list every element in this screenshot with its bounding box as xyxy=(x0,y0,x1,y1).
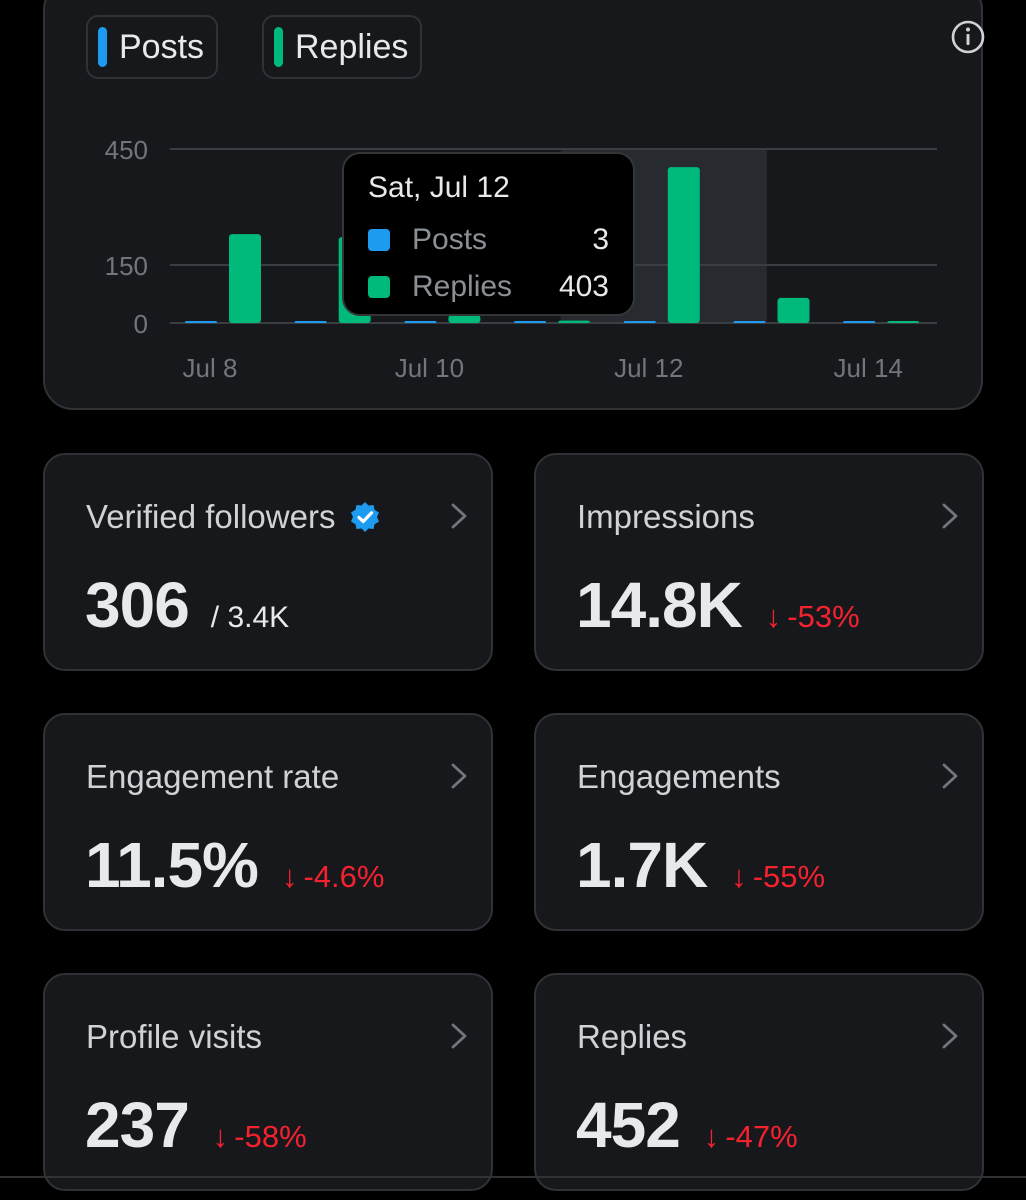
y-tick-label: 450 xyxy=(105,135,148,165)
impressions-change-value: -53% xyxy=(787,599,860,634)
impressions-value-row: 14.8K ↓ -53% xyxy=(576,568,860,642)
replies-value-row: 452 ↓ -47% xyxy=(576,1088,798,1162)
impressions-change: ↓ -53% xyxy=(766,599,860,635)
profile-visits-value: 237 xyxy=(85,1089,190,1161)
profile-visits-card[interactable]: Profile visits 237 ↓ -58% xyxy=(43,973,493,1191)
posts-bar xyxy=(514,321,547,323)
verified-followers-card[interactable]: Verified followers 306 / 3.4K xyxy=(43,453,493,671)
bottom-divider xyxy=(0,1176,1026,1178)
y-tick-label: 150 xyxy=(105,251,148,281)
tooltip-replies-swatch xyxy=(368,275,390,298)
posts-bar xyxy=(185,321,217,323)
replies-bar xyxy=(229,234,261,323)
x-tick-label: Jul 8 xyxy=(183,353,238,383)
posts-bar xyxy=(623,321,656,323)
tooltip-replies-row: Replies 403 xyxy=(368,263,609,310)
replies-change: ↓ -47% xyxy=(704,1119,798,1155)
replies-chip-label: Replies xyxy=(295,27,409,66)
verified-followers-title: Verified followers xyxy=(86,498,336,535)
replies-bar xyxy=(558,320,591,323)
posts-bar xyxy=(843,321,876,323)
posts-chip-label: Posts xyxy=(119,27,205,66)
engagements-change-value: -55% xyxy=(752,859,826,894)
engagement-rate-change-value: -4.6% xyxy=(303,859,385,894)
x-tick-label: Jul 10 xyxy=(395,353,464,383)
replies-bar xyxy=(887,321,920,323)
arrow-down-icon: ↓ xyxy=(212,1119,229,1154)
posts-color-swatch xyxy=(98,27,107,67)
verified-followers-value-row: 306 / 3.4K xyxy=(85,568,289,642)
arrow-down-icon: ↓ xyxy=(731,859,747,894)
replies-bar xyxy=(667,167,700,323)
engagements-value: 1.7K xyxy=(576,829,708,901)
impressions-card[interactable]: Impressions 14.8K ↓ -53% xyxy=(534,453,984,671)
engagement-rate-title: Engagement rate xyxy=(86,758,340,795)
engagements-value-row: 1.7K ↓ -55% xyxy=(576,828,825,902)
engagements-card[interactable]: Engagements 1.7K ↓ -55% xyxy=(534,713,984,931)
verified-badge-icon xyxy=(351,502,380,532)
profile-visits-change: ↓ -58% xyxy=(213,1119,307,1155)
posts-bar xyxy=(294,321,327,323)
verified-followers-title-row: Verified followers xyxy=(86,498,381,536)
replies-filter-chip[interactable]: Replies xyxy=(262,15,423,79)
replies-value: 452 xyxy=(576,1089,681,1161)
chevron-right-icon xyxy=(451,1023,467,1049)
total-followers-value: / 3.4K xyxy=(210,601,290,634)
posts-bar xyxy=(404,321,437,323)
verified-followers-value: 306 xyxy=(85,569,190,641)
profile-visits-change-value: -58% xyxy=(234,1119,307,1154)
activity-chart-card: Posts Replies xyxy=(43,0,986,410)
profile-visits-title: Profile visits xyxy=(86,1018,263,1055)
replies-change-value: -47% xyxy=(725,1119,798,1154)
engagements-change: ↓ -55% xyxy=(731,859,825,895)
chevron-right-icon xyxy=(942,763,958,789)
replies-title: Replies xyxy=(577,1018,688,1055)
replies-color-swatch xyxy=(274,27,283,67)
arrow-down-icon: ↓ xyxy=(703,1119,720,1154)
engagement-rate-value-row: 11.5% ↓ -4.6% xyxy=(85,828,384,902)
y-tick-label: 0 xyxy=(134,309,148,339)
tooltip-replies-value: 403 xyxy=(558,269,609,303)
posts-filter-chip[interactable]: Posts xyxy=(86,15,219,79)
tooltip-posts-swatch xyxy=(368,228,390,251)
arrow-down-icon: ↓ xyxy=(765,599,782,634)
engagements-title: Engagements xyxy=(577,758,781,795)
replies-bar xyxy=(777,297,810,323)
impressions-title: Impressions xyxy=(577,498,755,535)
chevron-right-icon xyxy=(942,1023,958,1049)
tooltip-posts-value: 3 xyxy=(592,222,609,256)
engagement-rate-card[interactable]: Engagement rate 11.5% ↓ -4.6% xyxy=(43,713,493,931)
chevron-right-icon xyxy=(451,503,467,529)
chevron-right-icon xyxy=(942,503,958,529)
posts-bar xyxy=(733,321,766,323)
tooltip-date: Sat, Jul 12 xyxy=(368,171,510,204)
tooltip-replies-label: Replies xyxy=(412,269,513,303)
replies-card[interactable]: Replies 452 ↓ -47% xyxy=(534,973,984,1191)
engagement-rate-value: 11.5% xyxy=(85,829,259,901)
profile-visits-value-row: 237 ↓ -58% xyxy=(85,1088,307,1162)
tooltip-posts-row: Posts 3 xyxy=(368,216,609,263)
x-tick-label: Jul 12 xyxy=(614,353,683,383)
tooltip-posts-label: Posts xyxy=(412,222,488,256)
replies-bar xyxy=(448,315,481,323)
engagement-rate-change: ↓ -4.6% xyxy=(282,859,384,895)
chevron-right-icon xyxy=(451,763,467,789)
impressions-value: 14.8K xyxy=(576,569,743,641)
x-tick-label: Jul 14 xyxy=(834,353,903,383)
arrow-down-icon: ↓ xyxy=(281,859,298,894)
info-icon[interactable] xyxy=(950,19,986,55)
chart-tooltip: Sat, Jul 12 Posts 3 Replies 403 xyxy=(342,152,635,316)
